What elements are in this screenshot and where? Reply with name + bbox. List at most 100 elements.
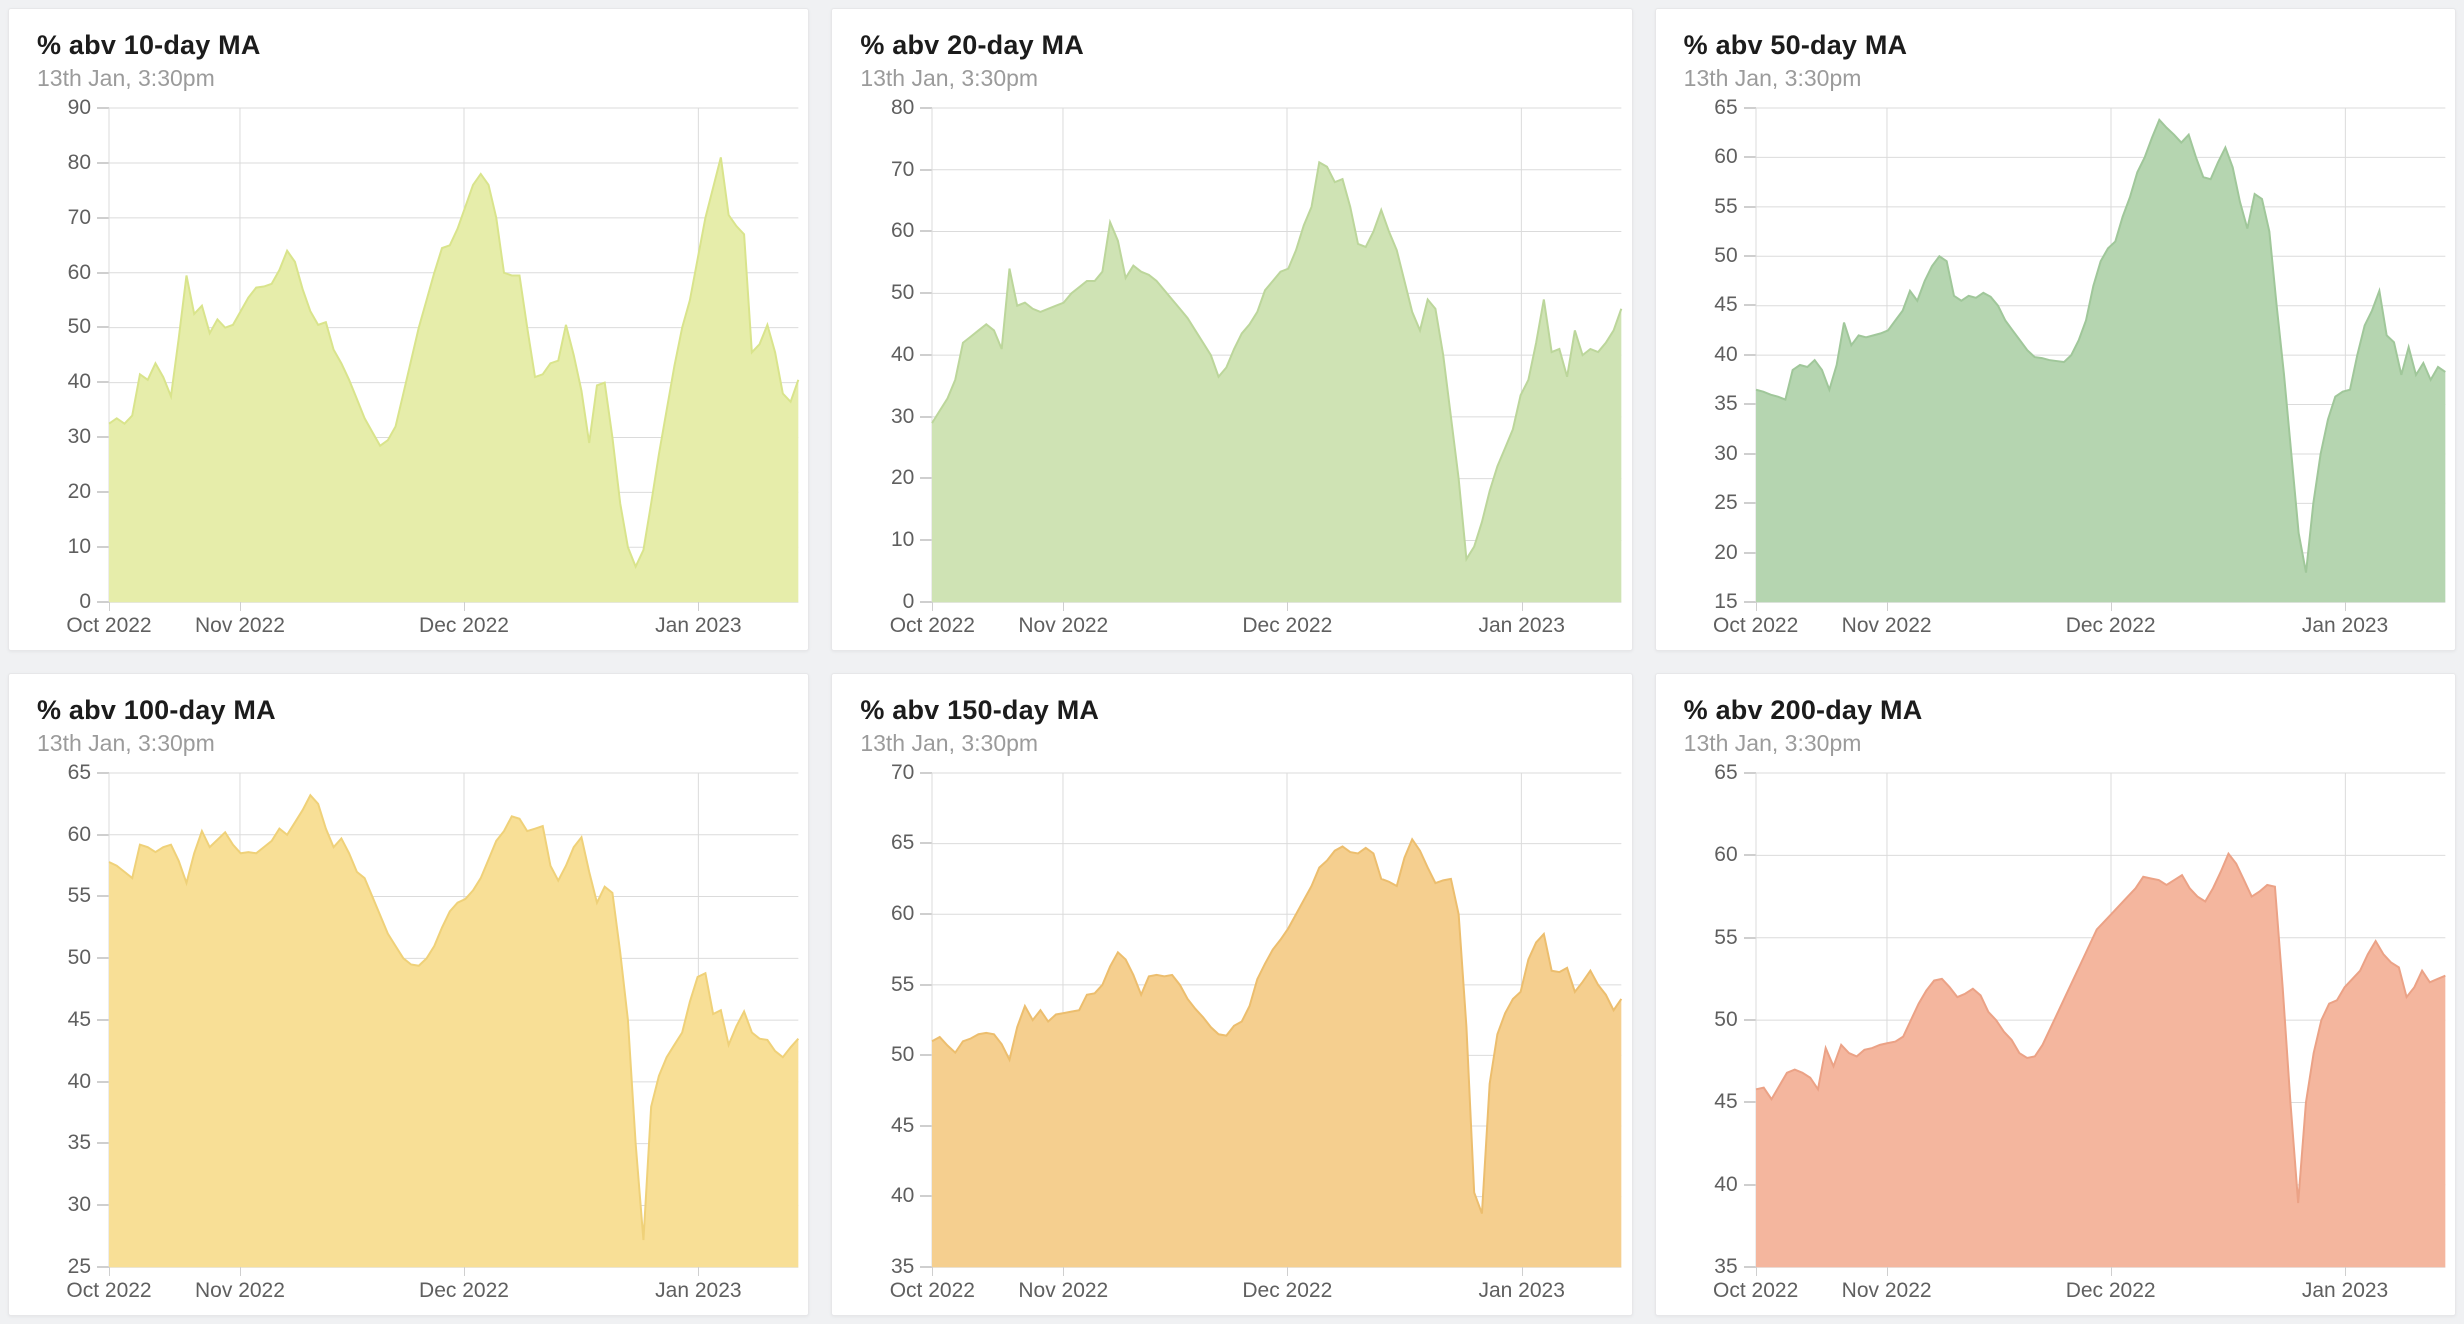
y-tick-mark [1743, 452, 1756, 455]
y-tick-mark [1743, 551, 1756, 554]
y-tick-mark [920, 168, 933, 171]
x-tick-mark [1521, 602, 1523, 611]
y-tick-mark [1743, 304, 1756, 307]
y-tick-mark [97, 381, 109, 384]
x-tick-label: Nov 2022 [1841, 1279, 1932, 1302]
x-axis: Oct 2022 Nov 2022 Dec 2022 Jan 2023 [1713, 1267, 2445, 1307]
y-tick-mark [920, 106, 933, 109]
y-tick-mark [920, 1266, 933, 1268]
y-tick-mark [97, 271, 109, 274]
x-tick-label: Oct 2022 [889, 1279, 975, 1302]
y-tick-mark [97, 546, 109, 549]
y-tick-label: 40 [67, 370, 91, 394]
y-tick-label: 70 [890, 760, 915, 784]
y-axis: 90 80 70 60 50 40 30 20 10 0 [37, 96, 109, 613]
y-tick-mark [1743, 205, 1756, 208]
y-tick-mark [920, 1195, 933, 1198]
y-tick-mark [1743, 156, 1756, 159]
chart-card-20-day-ma: % abv 20-day MA 13th Jan, 3:30pm 80 70 60 5… [831, 8, 1633, 651]
y-axis: 65 60 55 50 45 40 35 30 25 [37, 761, 109, 1278]
plot-area[interactable] [932, 108, 1621, 602]
x-tick-label: Oct 2022 [889, 614, 975, 637]
y-tick-mark [1743, 1266, 1756, 1268]
x-tick-mark [239, 602, 241, 611]
y-tick-label: 70 [890, 157, 915, 181]
plot-wrap: 65 60 55 50 45 40 35 [1684, 761, 2445, 1278]
x-tick-mark [1886, 602, 1888, 611]
x-tick-label: Jan 2023 [1478, 614, 1565, 637]
x-tick-mark [2345, 602, 2347, 611]
y-tick-mark [920, 771, 933, 774]
chart-subtitle: 13th Jan, 3:30pm [1683, 729, 1862, 756]
y-tick-mark [97, 1142, 109, 1145]
plot-area[interactable] [1756, 108, 2445, 602]
chart-title: % abv 150-day MA [860, 695, 1100, 725]
chart-subtitle: 13th Jan, 3:30pm [860, 64, 1039, 91]
x-tick-label: Dec 2022 [419, 614, 509, 637]
y-tick-mark [920, 292, 933, 295]
plot-wrap: 70 65 60 55 50 45 40 35 [860, 761, 1621, 1278]
y-tick-label: 0 [79, 590, 91, 613]
plot-area[interactable] [932, 773, 1621, 1267]
y-tick-mark [97, 833, 109, 836]
x-tick-label: Dec 2022 [2065, 614, 2156, 637]
x-tick-label: Jan 2023 [1478, 1279, 1565, 1302]
area-chart-svg [1756, 108, 2445, 602]
x-tick-mark [1287, 602, 1289, 611]
y-tick-mark [1743, 1018, 1756, 1021]
y-tick-label: 20 [67, 480, 91, 504]
x-tick-label: Oct 2022 [66, 1279, 152, 1302]
x-tick-mark [1755, 602, 1757, 611]
x-axis: Oct 2022 Nov 2022 Dec 2022 Jan 2023 [890, 602, 1621, 642]
y-tick-mark [1743, 255, 1756, 258]
x-tick-mark [932, 602, 934, 611]
y-tick-mark [1743, 771, 1756, 774]
x-tick-mark [1063, 602, 1065, 611]
y-tick-label: 30 [890, 404, 915, 428]
x-tick-mark [698, 602, 700, 611]
y-tick-mark [1743, 854, 1756, 857]
y-tick-mark [1743, 936, 1756, 939]
x-tick-label: Dec 2022 [1242, 614, 1333, 637]
x-axis: Oct 2022 Nov 2022 Dec 2022 Jan 2023 [890, 1267, 1621, 1307]
y-tick-label: 90 [67, 95, 91, 119]
x-tick-mark [698, 1267, 700, 1276]
plot-area[interactable] [109, 773, 798, 1267]
y-tick-label: 10 [67, 535, 91, 559]
y-tick-label: 50 [67, 315, 91, 339]
y-tick-label: 65 [1714, 760, 1738, 784]
chart-subtitle: 13th Jan, 3:30pm [860, 729, 1039, 756]
x-tick-label: Oct 2022 [66, 614, 152, 637]
chart-card-100-day-ma: % abv 100-day MA 13th Jan, 3:30pm 65 60 55… [8, 673, 810, 1316]
y-tick-label: 45 [67, 1007, 91, 1031]
plot-area[interactable] [109, 108, 798, 602]
area-chart-svg [932, 108, 1621, 602]
y-tick-label: 25 [1714, 491, 1738, 515]
y-tick-label: 15 [1714, 590, 1738, 613]
y-tick-label: 40 [1714, 342, 1738, 366]
y-tick-label: 20 [890, 466, 915, 490]
x-axis: Oct 2022 Nov 2022 Dec 2022 Jan 2023 [66, 602, 798, 642]
x-tick-label: Nov 2022 [1018, 1279, 1109, 1302]
y-tick-mark [97, 326, 109, 329]
y-tick-label: 50 [1714, 1007, 1738, 1031]
y-axis: 65 60 55 50 45 40 35 [1684, 761, 1756, 1278]
x-tick-mark [2110, 1267, 2112, 1276]
x-tick-label: Dec 2022 [2065, 1279, 2156, 1302]
y-tick-mark [97, 491, 109, 494]
y-tick-label: 0 [902, 590, 915, 613]
y-tick-mark [97, 895, 109, 898]
plot-area[interactable] [1756, 773, 2445, 1267]
y-tick-label: 50 [890, 1043, 915, 1067]
y-tick-label: 50 [890, 281, 915, 305]
y-tick-mark [920, 1124, 933, 1127]
area-chart-svg [932, 773, 1621, 1267]
y-tick-mark [1743, 353, 1756, 356]
y-tick-label: 20 [1714, 540, 1738, 564]
x-axis: Oct 2022 Nov 2022 Dec 2022 Jan 2023 [66, 1267, 798, 1307]
y-tick-label: 35 [890, 1255, 915, 1278]
x-tick-label: Dec 2022 [419, 1279, 509, 1302]
chart-subtitle: 13th Jan, 3:30pm [37, 64, 215, 91]
y-tick-mark [920, 601, 933, 603]
x-tick-label: Jan 2023 [2301, 614, 2389, 637]
